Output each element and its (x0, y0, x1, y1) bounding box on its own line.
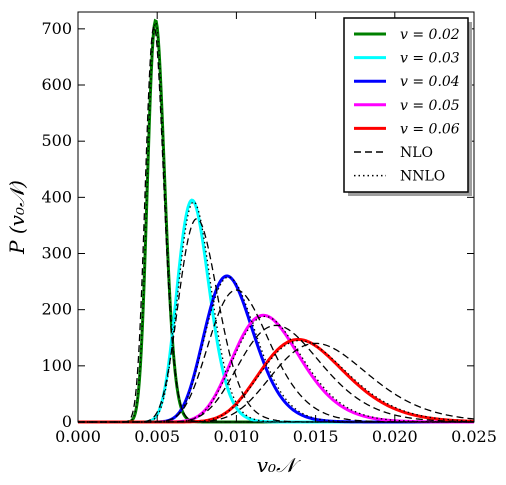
y-tick-label: 0 (62, 412, 72, 431)
x-axis-label: v₀𝒩 (257, 453, 301, 477)
y-tick-label: 400 (41, 187, 72, 206)
nnlo-line (78, 276, 474, 423)
y-tick-label: 700 (41, 19, 72, 38)
y-tick-label: 600 (41, 75, 72, 94)
x-tick-label: 0.010 (213, 427, 259, 446)
legend-label: v = 0.02 (400, 27, 460, 43)
y-tick-label: 200 (41, 300, 72, 319)
axes-frame (77, 11, 475, 423)
legend-label: v = 0.05 (400, 98, 460, 114)
y-axis-ticks: 0 100 200 300 400 500 600 700 (41, 19, 474, 431)
legend-label: NNLO (400, 169, 445, 185)
legend-label: v = 0.04 (400, 74, 460, 90)
nnlo-line (78, 339, 475, 423)
x-tick-label: 0.025 (451, 427, 497, 446)
x-axis-ticks: 0.000 0.005 0.010 0.015 0.020 0.025 (55, 12, 497, 446)
y-tick-label: 500 (41, 131, 72, 150)
x-tick-label: 0.015 (293, 427, 339, 446)
nnlo-line (78, 315, 474, 423)
y-axis-label: P (v₀𝒩) (5, 180, 29, 255)
nlo-line (78, 24, 474, 423)
y-tick-label: 100 (41, 356, 72, 375)
legend: v = 0.02 v = 0.03 v = 0.04 v = 0.05 v = 0.06… (343, 17, 472, 196)
y-tick-label: 300 (41, 244, 72, 263)
legend-label: v = 0.03 (400, 51, 460, 67)
x-tick-label: 0.000 (55, 427, 101, 446)
x-tick-label: 0.020 (372, 427, 418, 446)
x-tick-label: 0.005 (134, 427, 180, 446)
legend-label: v = 0.06 (400, 121, 460, 137)
legend-label: NLO (400, 145, 433, 161)
